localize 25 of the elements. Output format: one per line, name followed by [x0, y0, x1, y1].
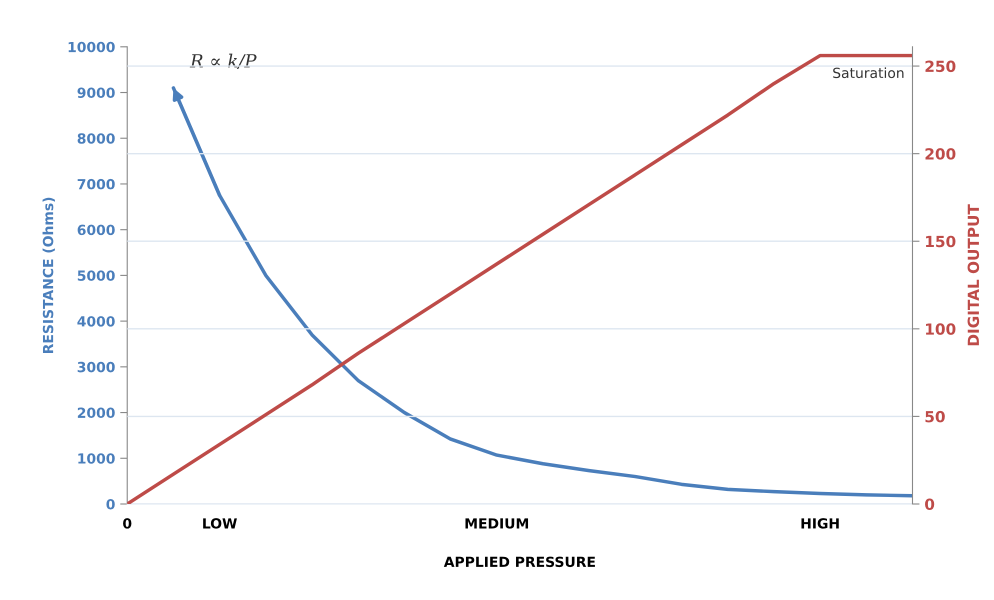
y-tick-label: 3000 [78, 362, 115, 372]
y2-tick-label: 150 [926, 236, 956, 248]
y2-axis-title: DIGITAL OUTPUT [968, 204, 980, 346]
y-tick-label: 7000 [78, 178, 115, 190]
y-tick-label: 0 [106, 498, 115, 510]
y-axis-title: RESISTANCE (Ohms) [42, 198, 55, 354]
y-tick-label: 5000 [78, 270, 115, 281]
y2-tick-label: 100 [926, 323, 956, 335]
y-tick-label: 9000 [77, 87, 115, 98]
y2-tick-label: 50 [925, 410, 945, 422]
y-tick-label: 8000 [78, 133, 115, 144]
y2-tick-label: 0 [925, 498, 934, 510]
annotation: Saturation [833, 67, 904, 78]
y2-tick-label: 250 [926, 60, 956, 72]
y-tick-label: 2000 [78, 408, 115, 418]
y-tick-label: 1000 [78, 453, 115, 464]
y-tick-label: 4000 [77, 316, 115, 327]
x-tick-label: 0 [123, 518, 132, 529]
x-tick-label: HIGH [801, 518, 839, 529]
x-axis-title: APPLIED PRESSURE [444, 556, 595, 568]
y-tick-label: 6000 [78, 224, 115, 236]
y2-tick-label: 200 [926, 148, 956, 160]
x-tick-label: LOW [203, 518, 237, 529]
x-tick-label: MEDIUM [465, 518, 528, 529]
y-tick-label: 10000 [68, 42, 115, 52]
